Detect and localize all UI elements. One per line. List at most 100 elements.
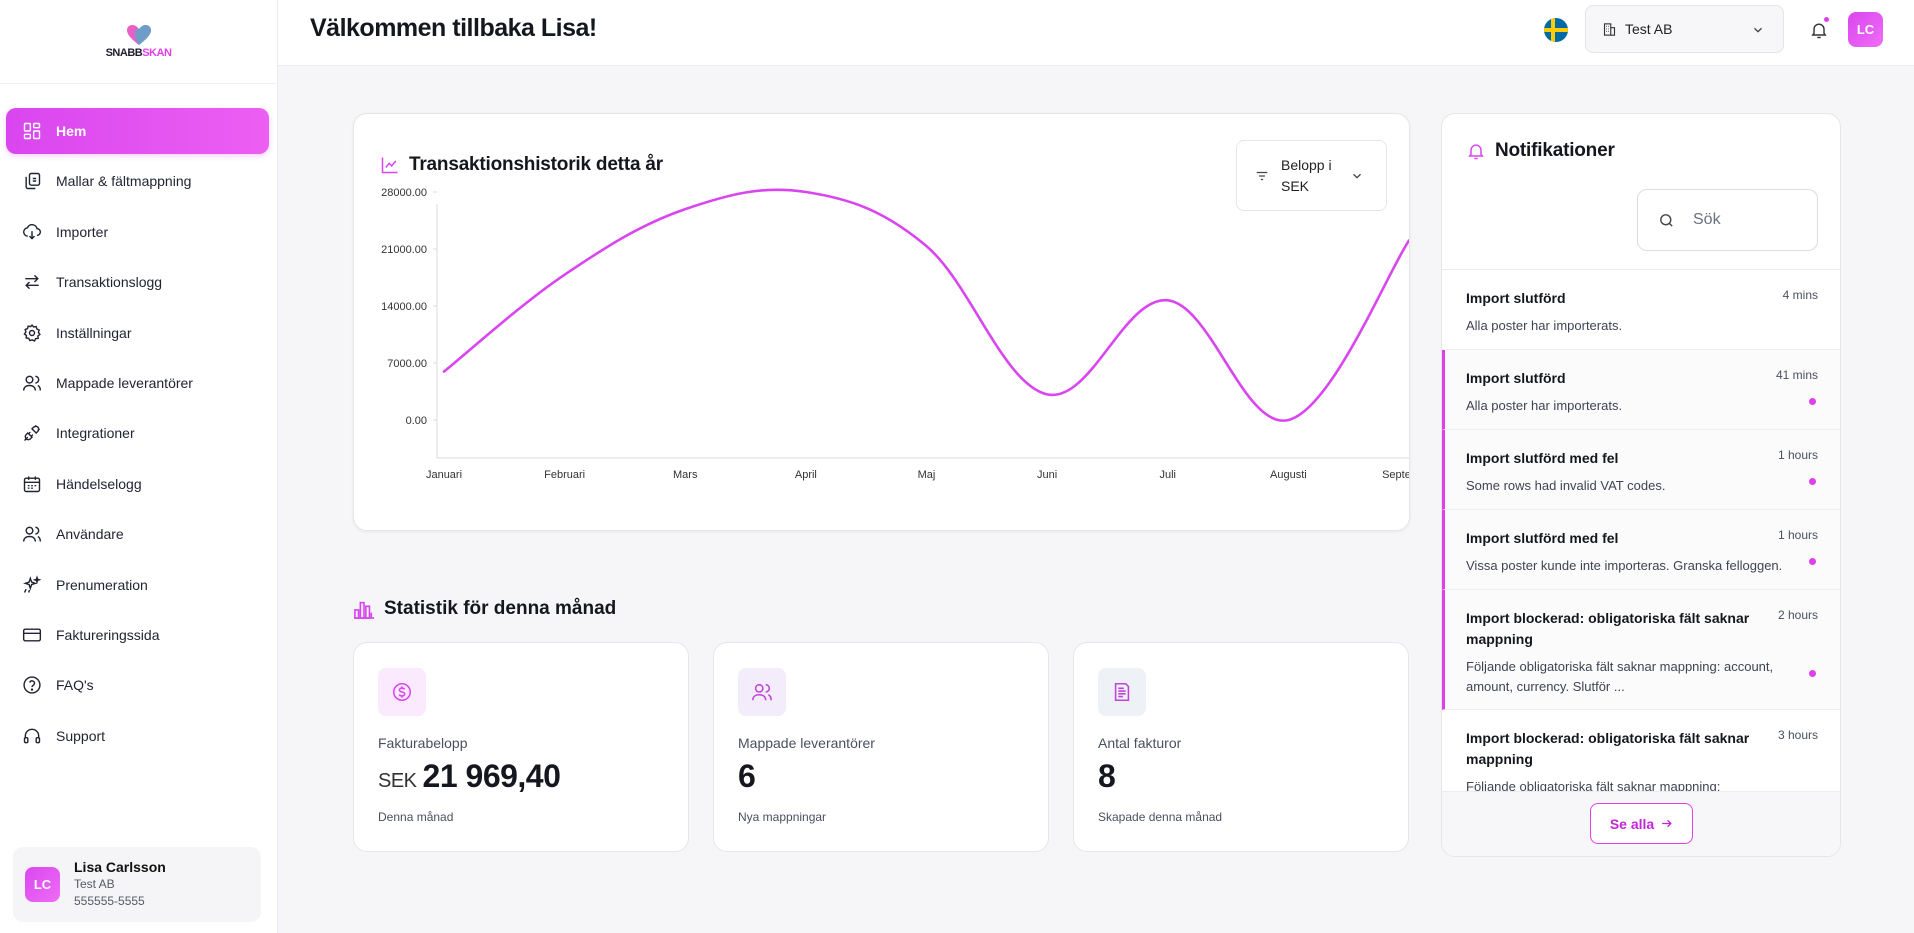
user-card[interactable]: LC Lisa Carlsson Test AB 555555-5555 xyxy=(13,847,261,922)
stats-title: Statistik för denna månad xyxy=(353,598,616,620)
series-line xyxy=(442,188,1409,422)
notification-item[interactable]: Import slutförd 4 mins Alla poster har i… xyxy=(1442,270,1840,350)
y-tick-label: 28000.00 xyxy=(381,187,427,199)
sidebar-item-label: Mallar & fältmappning xyxy=(56,173,192,190)
notifications-panel: Notifikationer Sök Import slutförd 4 min… xyxy=(1441,113,1841,857)
notification-item[interactable]: Import slutförd med fel 1 hours Some row… xyxy=(1442,430,1840,510)
search-placeholder: Sök xyxy=(1693,211,1721,228)
avatar: LC xyxy=(25,867,60,902)
stat-icon-box xyxy=(1098,668,1146,716)
currency-select-value: Belopp i SEK xyxy=(1281,156,1332,194)
company-select-value: Test AB xyxy=(1625,21,1673,37)
notification-time: 4 mins xyxy=(1782,288,1818,302)
notification-time: 1 hours xyxy=(1777,528,1818,542)
notification-message: Alla poster har importerats. xyxy=(1466,398,1623,413)
logo[interactable]: SNABBSKAN xyxy=(0,0,277,84)
stat-caption: Nya mappningar xyxy=(738,810,827,824)
logo-text: SNABBSKAN xyxy=(105,47,172,59)
stat-value-number: 21 969,40 xyxy=(422,758,561,794)
sidebar-item-integrationer[interactable]: Integrationer xyxy=(6,410,269,456)
notification-list[interactable]: Import slutförd 4 mins Alla poster har i… xyxy=(1442,269,1840,791)
bell-icon[interactable] xyxy=(1809,20,1829,40)
swedish-flag-icon[interactable] xyxy=(1544,18,1568,42)
unread-dot xyxy=(1809,670,1816,677)
building-icon xyxy=(1603,22,1616,36)
stat-value: SEK 21 969,40 xyxy=(378,758,561,795)
filter-icon xyxy=(1256,171,1268,180)
sidebar-item-label: Integrationer xyxy=(56,425,135,442)
chevron-down-icon xyxy=(1754,27,1762,33)
stat-icon-box xyxy=(378,668,426,716)
chevron-down-icon xyxy=(1353,173,1361,179)
unread-dot xyxy=(1809,558,1816,565)
stat-card-invoice-amount: Fakturabelopp SEK 21 969,40 Denna månad xyxy=(353,642,689,852)
company-select[interactable]: Test AB xyxy=(1585,5,1784,53)
gear-icon xyxy=(23,323,41,342)
currency-select[interactable]: Belopp i SEK xyxy=(1236,140,1387,211)
y-tick-label: 7000.00 xyxy=(387,358,427,370)
stat-currency: SEK xyxy=(378,770,417,792)
arrows-exchange-icon xyxy=(25,275,39,290)
notification-item[interactable]: Import slutförd 41 mins Alla poster har … xyxy=(1442,350,1840,430)
cloud-download-icon xyxy=(23,223,41,240)
notification-item[interactable]: Import slutförd med fel 1 hours Vissa po… xyxy=(1442,510,1840,590)
sidebar-item-label: Prenumeration xyxy=(56,576,148,593)
notification-message: Följande obligatoriska fält saknar mappn… xyxy=(1466,779,1721,791)
see-all-button[interactable]: Se alla xyxy=(1590,803,1693,844)
sidebar-item-handelselogg[interactable]: Händelselogg xyxy=(6,461,269,507)
user-info: Lisa Carlsson Test AB 555555-5555 xyxy=(74,859,166,910)
headphones-icon xyxy=(23,728,41,744)
sidebar-item-mappade-leverantorer[interactable]: Mappade leverantörer xyxy=(6,360,269,406)
sidebar-item-label: Transaktionslogg xyxy=(56,274,163,291)
search-icon xyxy=(1660,213,1673,227)
notifications-footer: Se alla xyxy=(1442,791,1840,856)
notification-message: Följande obligatoriska fält saknar mappn… xyxy=(1466,659,1774,694)
calendar-icon xyxy=(23,476,41,492)
help-circle-icon xyxy=(23,676,41,694)
sidebar-item-label: Användare xyxy=(56,526,124,543)
sidebar-nav: Hem Mallar & fältmappning Importer Trans… xyxy=(0,84,277,759)
plug-icon xyxy=(23,425,41,442)
sidebar-item-mallar[interactable]: Mallar & fältmappning xyxy=(6,158,269,204)
sidebar-item-hem[interactable]: Hem xyxy=(6,108,269,154)
users-icon xyxy=(752,683,772,701)
chart-card-title: Transaktionshistorik detta år xyxy=(380,154,663,176)
sidebar-item-faktureringssida[interactable]: Faktureringssida xyxy=(6,612,269,658)
sidebar-item-support[interactable]: Support xyxy=(6,713,269,759)
notification-time: 1 hours xyxy=(1777,448,1818,462)
notification-time: 3 hours xyxy=(1777,728,1818,742)
sidebar-item-installningar[interactable]: Inställningar xyxy=(6,310,269,356)
sidebar-item-prenumeration[interactable]: Prenumeration xyxy=(6,562,269,608)
sidebar-item-faq[interactable]: FAQ's xyxy=(6,662,269,708)
notification-title: Import blockerad: obligatoriska fält sak… xyxy=(1466,610,1750,647)
sidebar-item-label: Inställningar xyxy=(56,324,132,341)
x-tick-label: Juni xyxy=(1037,469,1057,481)
x-tick-label: September xyxy=(1382,469,1409,481)
sidebar-item-label: Händelselogg xyxy=(56,475,142,492)
y-tick-label: 0.00 xyxy=(406,415,427,427)
notification-search-input[interactable]: Sök xyxy=(1637,189,1818,251)
x-tick-label: April xyxy=(795,469,817,481)
sidebar-item-label: Importer xyxy=(56,223,109,240)
notification-title: Import blockerad: obligatoriska fält sak… xyxy=(1466,730,1750,767)
users-icon xyxy=(22,375,42,391)
chart-title-text: Transaktionshistorik detta år xyxy=(409,154,663,175)
credit-card-icon xyxy=(22,628,42,642)
sidebar-item-label: Hem xyxy=(56,123,87,139)
notification-message: Alla poster har importerats. xyxy=(1466,318,1623,333)
notification-item[interactable]: Import blockerad: obligatoriska fält sak… xyxy=(1442,590,1840,710)
notification-item[interactable]: Import blockerad: obligatoriska fält sak… xyxy=(1442,710,1840,791)
x-tick-label: Augusti xyxy=(1270,469,1307,481)
sidebar-item-anvandare[interactable]: Användare xyxy=(6,511,269,557)
x-tick-label: Januari xyxy=(426,469,462,481)
sidebar: SNABBSKAN Hem Mallar & fältmappning Impo… xyxy=(0,0,278,933)
transaction-line-chart: 0.00 7000.00 14000.00 21000.00 28000.00 Janua… xyxy=(381,187,1409,481)
sidebar-item-transaktionslogg[interactable]: Transaktionslogg xyxy=(6,259,269,305)
notification-badge xyxy=(1824,17,1829,22)
notification-time: 41 mins xyxy=(1775,368,1818,382)
sidebar-item-importer[interactable]: Importer xyxy=(6,209,269,255)
stats-title-text: Statistik för denna månad xyxy=(384,598,617,619)
unread-dot xyxy=(1809,398,1816,405)
copy-icon xyxy=(25,173,41,190)
header-avatar[interactable]: LC xyxy=(1848,12,1883,47)
